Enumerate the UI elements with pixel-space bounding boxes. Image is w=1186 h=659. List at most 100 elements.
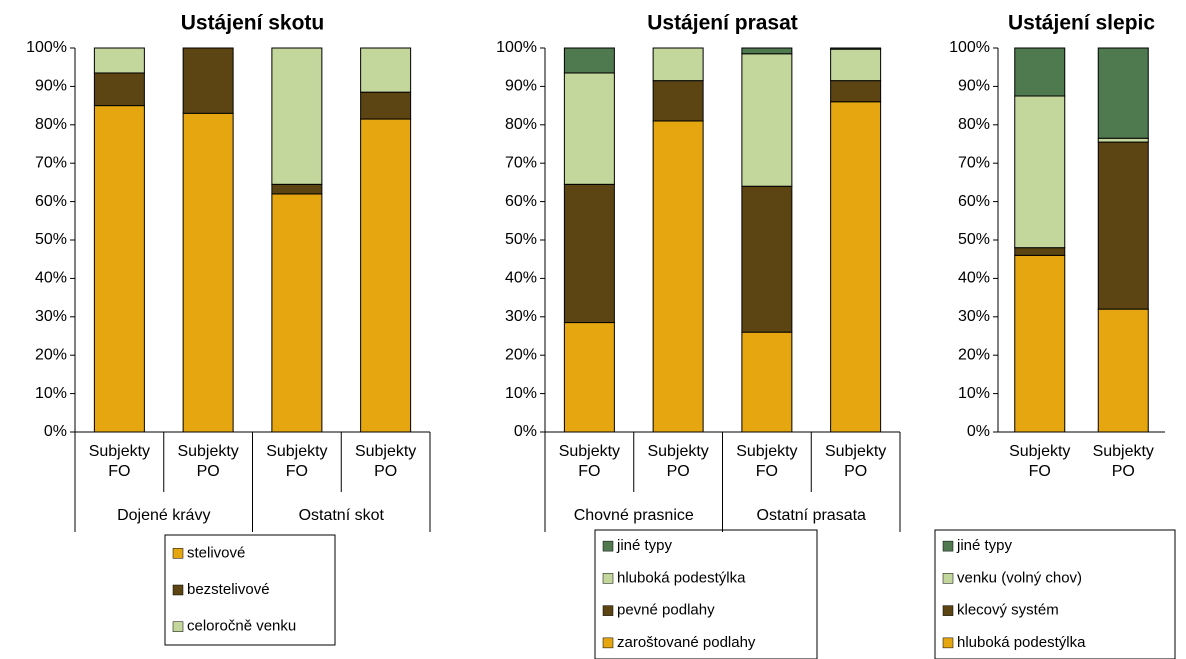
bar-segment <box>652 47 704 82</box>
bar-segment <box>93 105 145 433</box>
y-tick-label: 100% <box>949 39 990 56</box>
y-tick-label: 30% <box>505 308 537 325</box>
y-tick-label: 60% <box>35 193 67 210</box>
y-tick-label: 70% <box>958 154 990 171</box>
bar-segment <box>1097 137 1149 143</box>
legend-label: celoročně venku <box>187 618 296 635</box>
bar-segment <box>360 118 412 433</box>
bar-segment <box>182 112 234 433</box>
y-tick-label: 0% <box>44 423 67 440</box>
bar-segment <box>1014 95 1066 249</box>
bar-segment <box>1014 247 1066 256</box>
legend-swatch <box>602 637 614 649</box>
legend-swatch <box>602 605 614 616</box>
y-tick-label: 100% <box>26 39 67 56</box>
y-tick-label: 50% <box>958 231 990 248</box>
bar-segment <box>652 80 704 122</box>
bar-segment <box>563 322 615 433</box>
y-tick-label: 30% <box>35 308 67 325</box>
bar-segment <box>360 91 412 120</box>
bar-segment <box>360 47 412 93</box>
legend-label: zaroštované podlahy <box>617 634 756 651</box>
group-label: Dojené krávy <box>117 507 210 524</box>
y-tick-label: 40% <box>958 270 990 287</box>
x-tick-label: Subjekty FO <box>736 443 797 480</box>
bar-segment <box>1097 47 1149 139</box>
y-tick-label: 70% <box>35 154 67 171</box>
x-tick-label: Subjekty PO <box>355 443 416 480</box>
bar-segment <box>741 185 793 333</box>
legend-label: stelivové <box>187 544 245 561</box>
x-tick-label: Subjekty FO <box>559 443 620 480</box>
legend-box <box>594 529 818 659</box>
bar-segment <box>271 47 323 185</box>
bar-segment <box>652 120 704 433</box>
legend-swatch <box>172 621 184 632</box>
legend-label: venku (volný chov) <box>957 569 1082 586</box>
bar-segment <box>741 53 793 187</box>
x-tick-label: Subjekty PO <box>647 443 708 480</box>
y-tick-label: 70% <box>505 154 537 171</box>
y-tick-label: 90% <box>35 78 67 95</box>
bar-segment <box>741 47 793 55</box>
bar-segment <box>830 80 882 103</box>
bar-segment <box>182 47 234 114</box>
bar-segment <box>563 183 615 324</box>
y-tick-label: 50% <box>505 231 537 248</box>
chart-title: Ustájení slepic <box>1008 12 1155 35</box>
group-label: Ostatní skot <box>299 507 385 524</box>
bar-segment <box>830 48 882 82</box>
y-tick-label: 0% <box>967 423 990 440</box>
bar-segment <box>1014 254 1066 433</box>
y-tick-label: 90% <box>505 78 537 95</box>
bar-segment <box>830 47 882 50</box>
bar-segment <box>563 47 615 74</box>
y-tick-label: 20% <box>35 346 67 363</box>
x-tick-label: Subjekty FO <box>266 443 327 480</box>
x-tick-label: Subjekty FO <box>1009 443 1070 480</box>
legend-label: hluboká podestýlka <box>617 569 746 586</box>
y-tick-label: 10% <box>35 385 67 402</box>
legend-swatch <box>942 540 954 552</box>
bar-segment <box>563 72 615 185</box>
legend-swatch <box>942 605 954 616</box>
legend-box <box>164 534 336 646</box>
y-tick-label: 30% <box>958 308 990 325</box>
x-tick-label: Subjekty PO <box>1093 443 1154 480</box>
legend-swatch <box>172 548 184 559</box>
bar-segment <box>741 331 793 433</box>
bar-segment <box>1014 47 1066 97</box>
y-tick-label: 60% <box>505 193 537 210</box>
x-tick-label: Subjekty PO <box>825 443 886 480</box>
legend-label: jiné typy <box>616 537 673 554</box>
y-tick-label: 50% <box>35 231 67 248</box>
bar-segment <box>1097 141 1149 310</box>
x-tick-label: Subjekty PO <box>177 443 238 480</box>
y-tick-label: 90% <box>958 78 990 95</box>
y-tick-label: 20% <box>958 346 990 363</box>
y-tick-label: 80% <box>35 116 67 133</box>
legend-swatch <box>942 637 954 649</box>
y-tick-label: 80% <box>958 116 990 133</box>
y-tick-label: 100% <box>496 39 537 56</box>
bar-segment <box>830 101 882 433</box>
y-tick-label: 40% <box>505 270 537 287</box>
y-tick-label: 60% <box>958 193 990 210</box>
legend-swatch <box>602 573 614 584</box>
y-tick-label: 20% <box>505 346 537 363</box>
legend-box <box>934 529 1176 659</box>
y-tick-label: 40% <box>35 270 67 287</box>
y-tick-label: 10% <box>505 385 537 402</box>
legend-swatch <box>602 540 614 552</box>
legend-label: pevné podlahy <box>617 602 715 619</box>
legend-swatch <box>942 573 954 584</box>
y-tick-label: 0% <box>514 423 537 440</box>
x-tick-label: Subjekty FO <box>89 443 150 480</box>
bar-segment <box>271 193 323 433</box>
legend-label: jiné typy <box>956 537 1013 554</box>
chart-title: Ustájení skotu <box>181 12 325 35</box>
legend-label: hluboká podestýlka <box>957 634 1086 651</box>
group-label: Chovné prasnice <box>574 507 694 524</box>
bar-segment <box>93 72 145 107</box>
